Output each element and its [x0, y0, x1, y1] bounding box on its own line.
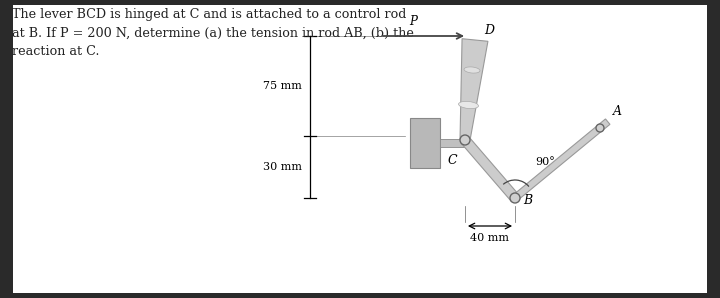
Circle shape [460, 135, 470, 145]
Text: 40 mm: 40 mm [470, 233, 510, 243]
Polygon shape [462, 137, 519, 201]
Text: P: P [409, 15, 417, 28]
Text: D: D [484, 24, 494, 37]
Ellipse shape [459, 101, 479, 109]
Ellipse shape [464, 67, 480, 73]
Circle shape [510, 193, 520, 203]
Circle shape [596, 124, 604, 132]
Text: The lever BCD is hinged at C and is attached to a control rod
at B. If P = 200 N: The lever BCD is hinged at C and is atta… [12, 8, 414, 58]
Text: 75 mm: 75 mm [263, 81, 302, 91]
Polygon shape [460, 39, 488, 140]
Polygon shape [513, 119, 610, 201]
Text: C: C [447, 154, 457, 167]
Text: 90°: 90° [536, 157, 555, 167]
Text: B: B [523, 193, 532, 207]
Text: A: A [613, 105, 621, 118]
Bar [410, 118, 440, 168]
Bar [440, 139, 467, 147]
Text: 30 mm: 30 mm [263, 162, 302, 172]
